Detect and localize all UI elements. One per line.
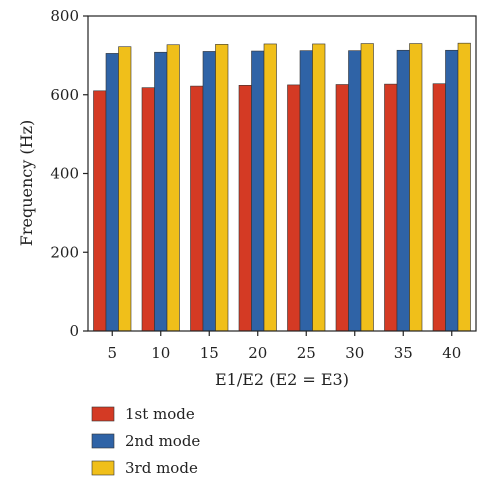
bar-2-15 <box>202 51 216 332</box>
bars-layer <box>93 42 471 332</box>
y-tick-label-600: 600 <box>50 86 79 104</box>
x-tick-label-15: 15 <box>200 344 219 362</box>
bar-1-30 <box>335 84 349 332</box>
bar-3-5 <box>118 46 132 332</box>
x-tick-label-10: 10 <box>151 344 170 362</box>
x-axis-label: E1/E2 (E2 = E3) <box>215 370 349 389</box>
bar-3-25 <box>312 43 326 332</box>
bar-2-20 <box>251 50 265 332</box>
y-tick-label-800: 800 <box>50 7 79 25</box>
bar-1-35 <box>384 83 398 332</box>
legend-swatch-1 <box>91 406 115 422</box>
legend-label-1: 1st mode <box>125 405 195 423</box>
bar-2-25 <box>299 50 313 332</box>
bar-1-15 <box>190 85 204 332</box>
bar-2-5 <box>105 53 119 332</box>
bar-3-15 <box>215 44 229 332</box>
bar-3-30 <box>360 43 374 332</box>
x-tick-label-5: 5 <box>107 344 117 362</box>
bar-1-40 <box>432 83 446 332</box>
y-tick-label-0: 0 <box>69 322 79 340</box>
bar-1-5 <box>93 90 107 332</box>
bar-3-10 <box>166 44 180 332</box>
bar-2-35 <box>396 49 410 332</box>
bar-3-20 <box>263 43 277 332</box>
bar-1-25 <box>287 84 301 332</box>
bar-3-35 <box>409 43 423 332</box>
bar-1-20 <box>238 85 252 332</box>
x-tick-label-30: 30 <box>345 344 364 362</box>
axes-layer: 0 200 400 600 800 5 10 15 20 25 30 35 40 <box>50 7 477 362</box>
y-tick-label-200: 200 <box>50 243 79 261</box>
x-tick-label-25: 25 <box>297 344 316 362</box>
legend-label-3: 3rd mode <box>125 459 198 477</box>
legend-swatch-2 <box>91 433 115 449</box>
bar-2-10 <box>154 51 168 332</box>
x-tick-label-40: 40 <box>442 344 461 362</box>
y-tick-label-400: 400 <box>50 165 79 183</box>
x-tick-label-20: 20 <box>248 344 267 362</box>
legend-swatch-3 <box>91 460 115 476</box>
bar-1-10 <box>141 87 155 332</box>
legend-label-2: 2nd mode <box>125 432 200 450</box>
legend: 1st mode 2nd mode 3rd mode <box>91 405 200 477</box>
bar-3-40 <box>457 42 471 332</box>
x-tick-label-35: 35 <box>394 344 413 362</box>
y-axis-label: Frequency (Hz) <box>17 120 36 247</box>
bar-2-40 <box>445 49 459 332</box>
bar-2-30 <box>348 50 362 332</box>
